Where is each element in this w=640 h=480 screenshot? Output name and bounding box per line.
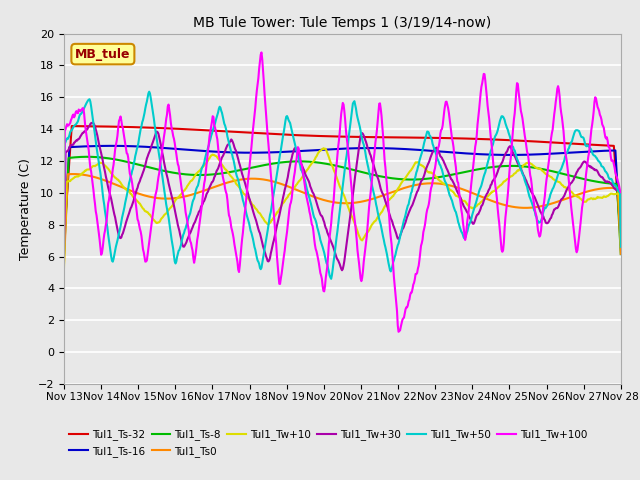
Tul1_Ts-8 — [83, 154, 91, 160]
Tul1_Tw+10 — [127, 191, 135, 197]
Tul1_Ts-16 — [70, 144, 78, 150]
Tul1_Ts-16 — [428, 148, 435, 154]
Tul1_Tw+100 — [127, 176, 135, 181]
Tul1_Ts0 — [71, 171, 79, 177]
Tul1_Tw+100 — [60, 239, 68, 245]
Tul1_Tw+50 — [327, 276, 335, 282]
Tul1_Tw+100 — [395, 329, 403, 335]
Tul1_Tw+30 — [617, 229, 625, 235]
Tul1_Ts-8 — [411, 177, 419, 182]
Tul1_Tw+100 — [184, 223, 192, 228]
Tul1_Ts-16 — [108, 143, 115, 149]
Tul1_Ts0 — [185, 192, 193, 198]
Tul1_Ts-16 — [60, 240, 68, 246]
Tul1_Ts-32 — [71, 123, 79, 129]
Tul1_Tw+100 — [617, 189, 625, 195]
Line: Tul1_Ts-16: Tul1_Ts-16 — [64, 146, 621, 244]
Line: Tul1_Ts0: Tul1_Ts0 — [64, 174, 621, 263]
Line: Tul1_Tw+100: Tul1_Tw+100 — [64, 52, 621, 332]
Tul1_Ts-8 — [214, 171, 222, 177]
Tul1_Ts-16 — [128, 144, 136, 149]
Tul1_Ts-8 — [185, 172, 193, 178]
Tul1_Ts-8 — [60, 252, 68, 258]
Tul1_Ts-8 — [428, 175, 435, 181]
Tul1_Ts0 — [60, 260, 68, 266]
Tul1_Tw+30 — [89, 120, 97, 125]
Tul1_Ts-8 — [128, 160, 136, 166]
Tul1_Tw+30 — [214, 166, 222, 171]
Tul1_Ts-32 — [214, 128, 222, 134]
Tul1_Tw+50 — [127, 172, 135, 178]
Tul1_Tw+30 — [185, 234, 193, 240]
Title: MB Tule Tower: Tule Temps 1 (3/19/14-now): MB Tule Tower: Tule Temps 1 (3/19/14-now… — [193, 16, 492, 30]
Tul1_Ts-32 — [128, 124, 136, 130]
Tul1_Tw+10 — [184, 182, 192, 188]
Tul1_Tw+50 — [60, 211, 68, 217]
Tul1_Ts0 — [214, 183, 222, 189]
Tul1_Ts0 — [428, 180, 435, 186]
Legend: Tul1_Ts-32, Tul1_Ts-16, Tul1_Ts-8, Tul1_Ts0, Tul1_Tw+10, Tul1_Tw+30, Tul1_Tw+50,: Tul1_Ts-32, Tul1_Ts-16, Tul1_Ts-8, Tul1_… — [69, 430, 588, 456]
Tul1_Tw+30 — [338, 267, 346, 273]
Tul1_Ts-32 — [411, 135, 419, 141]
Tul1_Ts0 — [411, 182, 419, 188]
Line: Tul1_Ts-32: Tul1_Ts-32 — [64, 126, 621, 239]
Tul1_Tw+10 — [411, 160, 419, 166]
Tul1_Tw+30 — [412, 193, 419, 199]
Tul1_Tw+30 — [70, 140, 78, 145]
Tul1_Ts-16 — [214, 149, 222, 155]
Tul1_Ts-16 — [185, 147, 193, 153]
Tul1_Tw+100 — [428, 183, 436, 189]
Tul1_Tw+10 — [214, 155, 221, 160]
Tul1_Ts0 — [617, 251, 625, 257]
Tul1_Tw+10 — [70, 175, 78, 180]
Tul1_Tw+50 — [412, 173, 419, 179]
Tul1_Tw+50 — [145, 89, 153, 95]
Tul1_Ts-32 — [68, 123, 76, 129]
Tul1_Ts-16 — [617, 241, 625, 247]
Line: Tul1_Tw+50: Tul1_Tw+50 — [64, 92, 621, 279]
Tul1_Ts0 — [128, 189, 136, 194]
Tul1_Tw+100 — [70, 114, 78, 120]
Tul1_Tw+100 — [214, 136, 221, 142]
Tul1_Ts-8 — [617, 251, 625, 257]
Tul1_Tw+100 — [412, 271, 419, 277]
Line: Tul1_Ts-8: Tul1_Ts-8 — [64, 157, 621, 255]
Tul1_Ts0 — [70, 171, 77, 177]
Tul1_Tw+10 — [319, 145, 327, 151]
Tul1_Tw+10 — [617, 243, 625, 249]
Tul1_Ts-16 — [411, 147, 419, 153]
Tul1_Tw+30 — [428, 151, 436, 157]
Tul1_Tw+50 — [428, 137, 436, 143]
Line: Tul1_Tw+10: Tul1_Tw+10 — [64, 148, 621, 267]
Tul1_Ts-8 — [70, 155, 78, 160]
Tul1_Ts-32 — [185, 126, 193, 132]
Tul1_Tw+50 — [70, 123, 78, 129]
Tul1_Tw+50 — [185, 215, 193, 220]
Tul1_Ts-32 — [428, 135, 435, 141]
Tul1_Tw+100 — [258, 49, 266, 55]
Line: Tul1_Tw+30: Tul1_Tw+30 — [64, 122, 621, 270]
Tul1_Tw+30 — [60, 250, 68, 256]
Y-axis label: Temperature (C): Temperature (C) — [19, 158, 32, 260]
Tul1_Tw+30 — [128, 202, 136, 208]
Tul1_Tw+50 — [214, 109, 222, 115]
Tul1_Ts-32 — [60, 236, 68, 242]
Tul1_Ts-32 — [617, 236, 625, 241]
Tul1_Tw+10 — [428, 169, 435, 175]
Tul1_Tw+10 — [60, 264, 68, 270]
Tul1_Tw+50 — [617, 244, 625, 250]
Text: MB_tule: MB_tule — [75, 48, 131, 60]
